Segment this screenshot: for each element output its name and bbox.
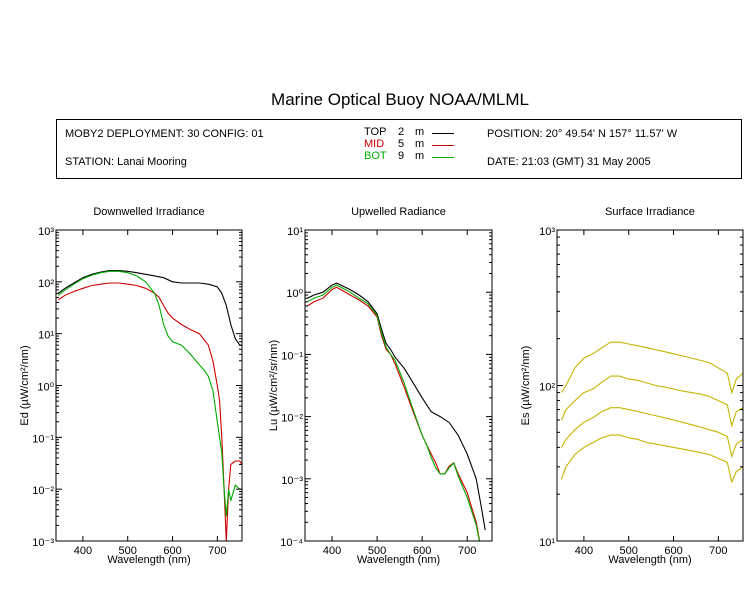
legend-top-name: TOP [364, 126, 387, 138]
legend-mid-line [432, 145, 454, 146]
y-tick-label: 10⁻² [281, 413, 303, 425]
series-line-mid [57, 282, 242, 541]
chart-title: Upwelled Radiance [351, 206, 446, 218]
y-tick-label: 10² [539, 382, 555, 394]
x-tick-label: 500 [119, 545, 137, 557]
chart-panel-3: Surface Irradiance 400 500 600 700 Wavelength… [520, 206, 744, 566]
y-tick-label: 10² [38, 278, 54, 290]
legend-top-unit: m [415, 126, 425, 138]
legend-bot-unit: m [415, 150, 425, 162]
x-tick-label: 600 [664, 545, 682, 557]
legend-bot-name: BOT [364, 150, 387, 162]
chart-panel-2: Upwelled Radiance 400 500 600 700 Wavelength … [268, 206, 493, 566]
position-text: POSITION: 20° 49.54' N 157° 11.57' W [487, 128, 678, 140]
x-tick-label: 700 [458, 545, 476, 557]
series-line-curve-2 [560, 375, 743, 429]
y-tick-label: 10⁻² [32, 485, 54, 497]
legend-bot-depth: 9 [398, 150, 405, 162]
plot-frame [304, 229, 493, 542]
x-tick-label: 400 [575, 545, 593, 557]
y-tick-label: 10³ [38, 226, 54, 238]
y-axis-label: Ed (µW/cm²/nm) [19, 345, 31, 425]
deployment-text: MOBY2 DEPLOYMENT: 30 CONFIG: 01 [65, 128, 264, 140]
y-tick-label: 10⁻¹ [32, 433, 54, 445]
y-tick-label: 10⁻⁴ [280, 537, 303, 549]
y-tick-label: 10¹ [287, 226, 303, 238]
x-tick-label: 400 [323, 545, 341, 557]
legend-mid-name: MID [364, 138, 385, 150]
x-tick-label: 400 [74, 545, 92, 557]
x-axis-label: Wavelength (nm) [608, 554, 691, 566]
legend-mid-unit: m [415, 138, 425, 150]
y-axis-label: Lu (µW/cm²/sr/nm) [268, 340, 280, 431]
plot-frame [55, 229, 243, 542]
legend-mid-depth: 5 [398, 138, 405, 150]
y-tick-label: 10¹ [539, 537, 555, 549]
y-tick-label: 10⁻¹ [281, 350, 303, 362]
chart-panel-1: Downwelled Irradiance 400 500 600 700 Wavelen… [19, 206, 243, 566]
series-line-curve-4 [560, 434, 743, 484]
y-tick-label: 10⁰ [37, 382, 54, 394]
x-tick-label: 500 [368, 545, 386, 557]
station-text: STATION: Lanai Mooring [65, 156, 187, 168]
y-axis-label: Es (µW/cm²/nm) [520, 346, 532, 426]
x-tick-label: 600 [163, 545, 181, 557]
chart-title: Surface Irradiance [605, 206, 695, 218]
x-tick-label: 700 [208, 545, 226, 557]
chart-title: Downwelled Irradiance [93, 206, 204, 218]
legend-bot-line [432, 157, 454, 158]
legend-top-depth: 2 [398, 126, 405, 138]
y-tick-label: 10⁻³ [281, 475, 303, 487]
series-line-curve-1 [561, 341, 743, 395]
series-line-mid [307, 286, 481, 541]
y-tick-label: 10³ [539, 226, 555, 238]
series-line-curve-3 [561, 407, 743, 459]
y-tick-label: 10¹ [38, 330, 54, 342]
series-line-bot [57, 270, 242, 517]
y-tick-label: 10⁰ [286, 288, 303, 300]
x-tick-label: 600 [413, 545, 431, 557]
series-line-top [57, 270, 242, 346]
plot-frame [556, 229, 744, 542]
x-axis-label: Wavelength (nm) [357, 554, 440, 566]
legend-top-line [432, 133, 454, 134]
x-tick-label: 500 [620, 545, 638, 557]
info-box: MOBY2 DEPLOYMENT: 30 CONFIG: 01 STATION:… [56, 119, 742, 179]
date-text: DATE: 21:03 (GMT) 31 May 2005 [487, 156, 651, 168]
series-line-top [307, 282, 486, 531]
y-tick-label: 10⁻³ [32, 537, 54, 549]
x-axis-label: Wavelength (nm) [107, 554, 190, 566]
x-tick-label: 700 [709, 545, 727, 557]
series-line-bot [307, 284, 481, 541]
page-title: Marine Optical Buoy NOAA/MLML [271, 90, 529, 109]
